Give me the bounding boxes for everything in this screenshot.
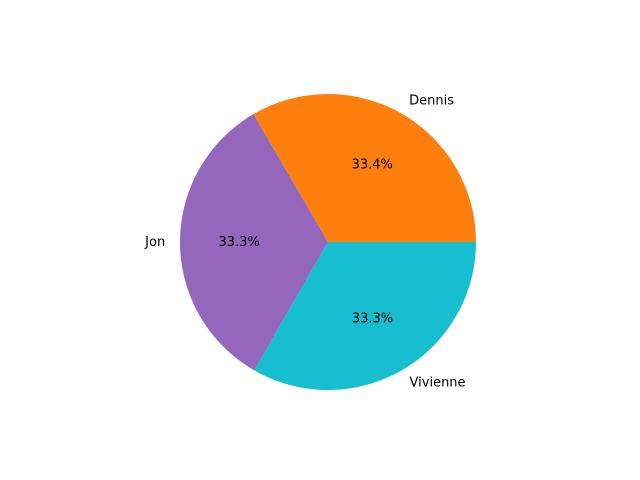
slice-label-dennis: Dennis	[409, 93, 454, 108]
slice-percent-dennis: 33.4%	[352, 158, 393, 173]
slice-label-vivienne: Vivienne	[410, 375, 466, 390]
pie-slice-vivienne	[254, 242, 476, 391]
pie-labels: Dennis 33.4% Jon 33.3% Vivienne 33.3%	[144, 93, 465, 390]
pie-slice-dennis	[253, 93, 476, 243]
pie-slice-jon	[179, 114, 328, 371]
slice-percent-jon: 33.3%	[219, 235, 260, 250]
slice-label-jon: Jon	[144, 235, 165, 250]
pie-slices	[179, 93, 476, 391]
slice-percent-vivienne: 33.3%	[352, 311, 393, 326]
